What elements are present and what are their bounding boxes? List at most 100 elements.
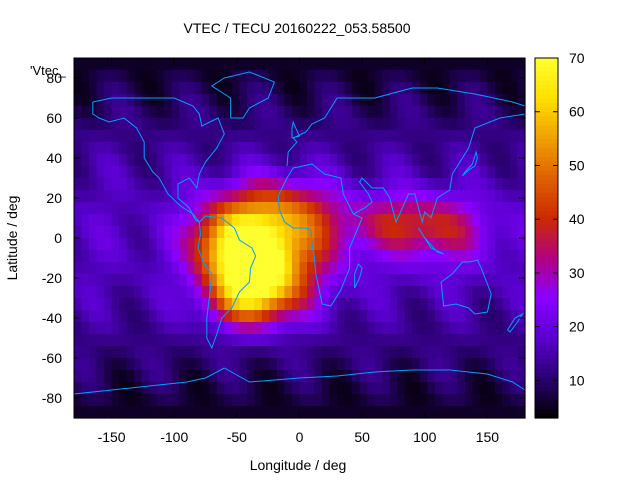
- heat-cell: [216, 238, 225, 251]
- heat-cell: [81, 154, 90, 167]
- heat-cell: [179, 274, 188, 287]
- heat-cell: [291, 190, 301, 203]
- heat-cell: [216, 394, 225, 407]
- heat-cell: [74, 58, 83, 71]
- heat-cell: [81, 298, 90, 311]
- heat-cell: [104, 178, 113, 191]
- heat-cell: [367, 118, 376, 131]
- heat-cell: [156, 286, 165, 299]
- heat-cell: [231, 190, 240, 203]
- heat-cell: [149, 406, 158, 419]
- heat-cell: [307, 406, 316, 419]
- heat-cell: [216, 166, 225, 179]
- heat-cell: [164, 358, 173, 371]
- heat-cell: [134, 214, 143, 227]
- heat-cell: [224, 130, 233, 143]
- heat-cell: [239, 130, 248, 143]
- heat-cell: [81, 274, 90, 287]
- heat-cell: [111, 238, 120, 251]
- heat-cell: [149, 190, 158, 203]
- heat-cell: [246, 142, 255, 155]
- heat-cell: [209, 322, 218, 335]
- heat-cell: [246, 118, 255, 131]
- heat-cell: [359, 262, 368, 275]
- heat-cell: [134, 142, 143, 155]
- heat-cell: [329, 358, 338, 371]
- heat-cell: [231, 394, 240, 407]
- heat-cell: [337, 82, 346, 95]
- heat-cell: [171, 370, 180, 383]
- colorbar-segment: [535, 206, 558, 212]
- heat-cell: [216, 130, 225, 143]
- heat-cell: [194, 154, 203, 167]
- heat-cell: [231, 82, 240, 95]
- heat-cell: [352, 406, 361, 419]
- heat-cell: [307, 94, 316, 107]
- heat-cell: [81, 142, 90, 155]
- heat-cell: [261, 118, 271, 131]
- colorbar-segment: [535, 112, 558, 118]
- heat-cell: [472, 190, 481, 203]
- heat-cell: [96, 298, 105, 311]
- heat-cell: [427, 118, 436, 131]
- heat-cell: [81, 370, 90, 383]
- heat-cell: [509, 310, 519, 323]
- heat-cell: [201, 58, 210, 71]
- heat-cell: [427, 190, 436, 203]
- heat-cell: [149, 262, 158, 275]
- coastline: [277, 163, 363, 307]
- colorbar-segment: [535, 305, 558, 311]
- heat-cell: [291, 58, 301, 71]
- heat-cell: [517, 142, 526, 155]
- heat-cell: [156, 82, 165, 95]
- heat-cell: [442, 166, 451, 179]
- heat-cell: [322, 274, 331, 287]
- heat-cell: [359, 322, 368, 335]
- heat-cell: [284, 286, 293, 299]
- heat-cell: [269, 214, 278, 227]
- heat-cell: [382, 298, 391, 311]
- heat-cell: [509, 322, 519, 335]
- heat-cell: [179, 406, 188, 419]
- heat-cell: [186, 94, 195, 107]
- heat-cell: [239, 286, 248, 299]
- heat-cell: [179, 82, 188, 95]
- heat-cell: [382, 334, 391, 347]
- heat-cell: [412, 334, 421, 347]
- heat-cell: [104, 370, 113, 383]
- heat-cell: [134, 70, 143, 83]
- heat-cell: [442, 298, 451, 311]
- heat-cell: [269, 382, 278, 395]
- heat-cell: [382, 382, 391, 395]
- heat-cell: [171, 166, 180, 179]
- heat-cell: [89, 334, 98, 347]
- heat-cell: [104, 298, 113, 311]
- heat-cell: [329, 94, 338, 107]
- heat-cell: [442, 358, 451, 371]
- heat-cell: [344, 370, 353, 383]
- heat-cell: [141, 334, 150, 347]
- heat-cell: [322, 406, 331, 419]
- heat-cell: [89, 262, 98, 275]
- heat-cell: [502, 142, 511, 155]
- heat-cell: [367, 250, 376, 263]
- heat-cell: [141, 130, 150, 143]
- heat-cell: [119, 130, 128, 143]
- colorbar-segment: [535, 166, 558, 172]
- heat-cell: [487, 370, 496, 383]
- heat-cell: [464, 286, 473, 299]
- heat-cell: [494, 298, 504, 311]
- heat-cell: [374, 298, 383, 311]
- heat-cell: [96, 154, 105, 167]
- heat-cell: [209, 394, 218, 407]
- heat-cell: [74, 346, 83, 359]
- heat-cell: [134, 238, 143, 251]
- heat-cell: [89, 118, 98, 131]
- heat-cell: [74, 406, 83, 419]
- heat-cell: [502, 226, 511, 239]
- heat-cell: [329, 274, 338, 287]
- heat-cell: [104, 130, 113, 143]
- heat-cell: [389, 322, 398, 335]
- heat-cell: [314, 58, 323, 71]
- heat-cell: [344, 178, 353, 191]
